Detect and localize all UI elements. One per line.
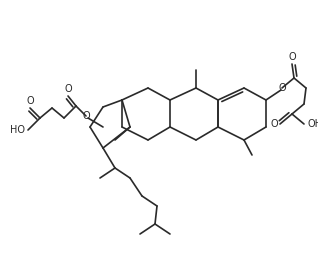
Text: O: O bbox=[278, 83, 286, 93]
Text: O: O bbox=[82, 111, 90, 121]
Text: O: O bbox=[270, 119, 278, 129]
Text: O: O bbox=[26, 96, 34, 106]
Text: OH: OH bbox=[307, 119, 318, 129]
Text: O: O bbox=[64, 84, 72, 94]
Text: HO: HO bbox=[10, 125, 25, 135]
Text: O: O bbox=[288, 52, 296, 62]
